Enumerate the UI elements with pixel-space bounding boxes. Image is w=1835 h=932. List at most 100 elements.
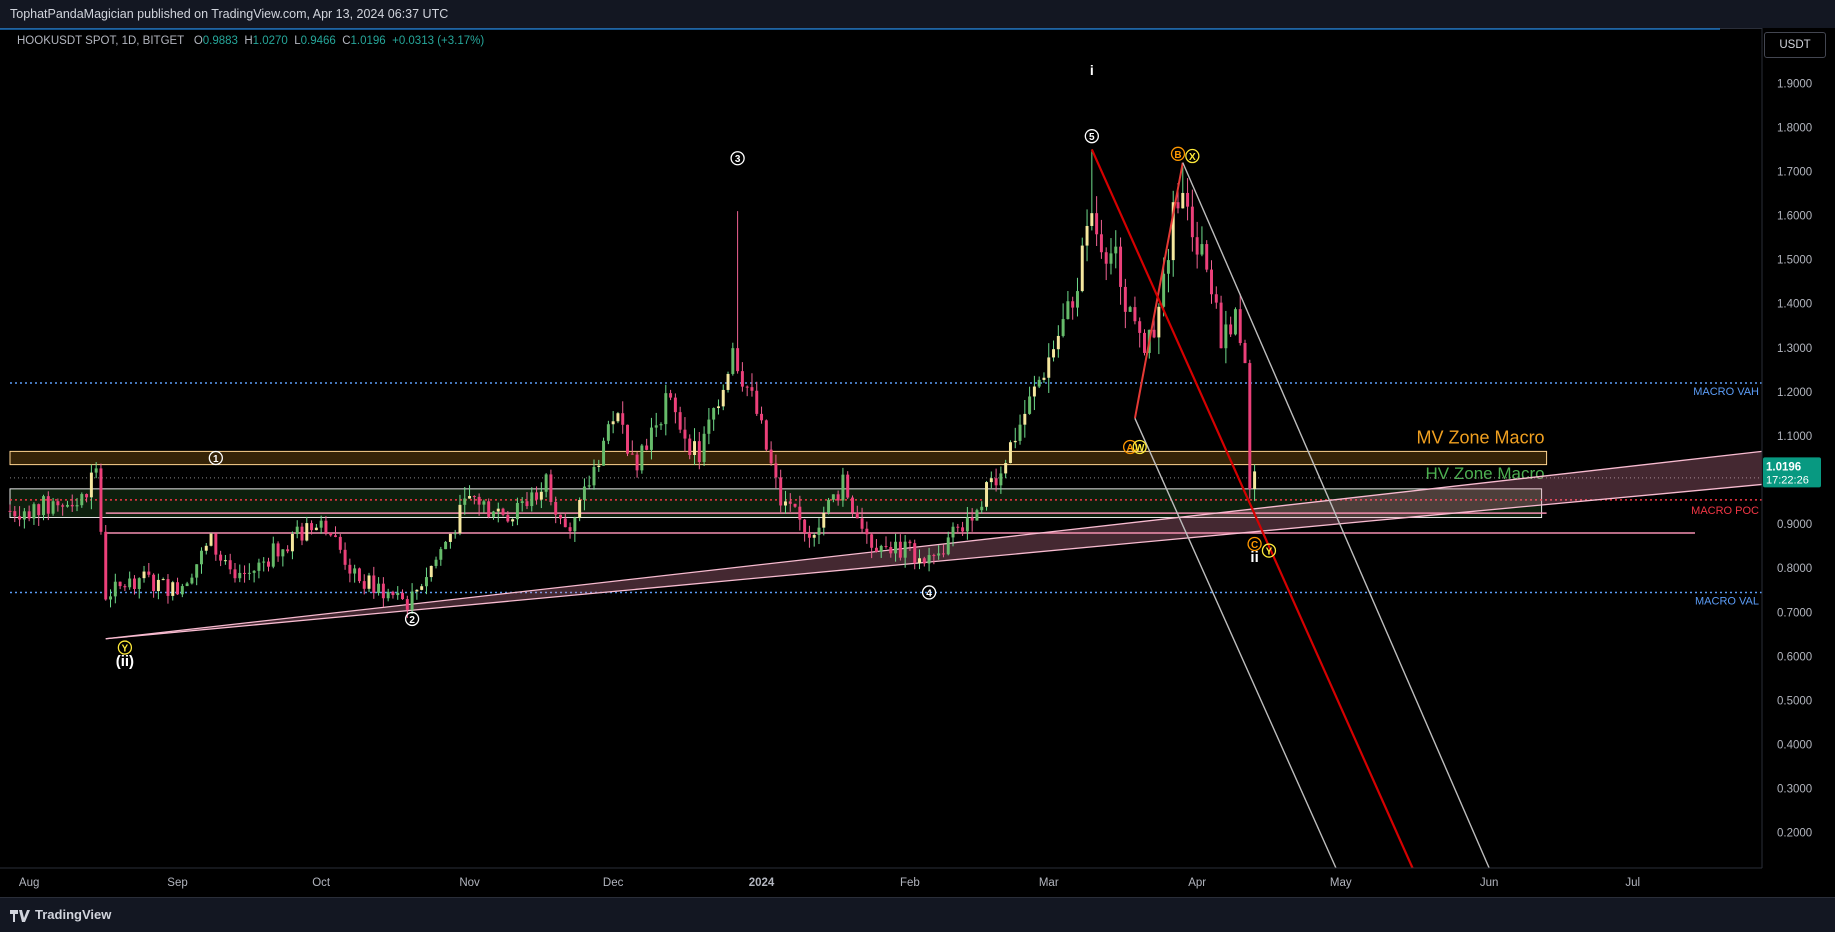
candle-body [1056, 335, 1060, 350]
candle-body [1013, 440, 1017, 443]
candle-body [1085, 225, 1089, 246]
candle-body [243, 572, 247, 574]
candle-body [314, 527, 318, 531]
candle-body [80, 494, 84, 506]
symbol-legend[interactable]: HOOKUSDT SPOT, 1D, BITGET O0.9883 H1.027… [17, 35, 484, 47]
tradingview-logo-icon [10, 909, 30, 922]
candle-body [420, 586, 424, 590]
candle-body [334, 535, 337, 537]
candle-body [391, 591, 395, 596]
candle-body [783, 501, 787, 506]
wave-label-ring [1261, 543, 1277, 558]
candle-body [286, 549, 290, 552]
candle-body [664, 393, 668, 425]
symbol-name[interactable]: HOOKUSDT SPOT, 1D, BITGET [17, 35, 185, 47]
candle-body [319, 520, 323, 528]
candle-body [415, 589, 419, 592]
candle-body [1032, 386, 1036, 397]
candle-body [975, 510, 979, 521]
wave-label-ring [1170, 146, 1186, 161]
candle-body [1075, 291, 1079, 308]
candle-body [659, 424, 663, 426]
candle-body [137, 578, 141, 589]
candle-body [688, 438, 692, 455]
candle-body [807, 532, 811, 538]
time-tick-label: Apr [1188, 877, 1206, 889]
candle-body [156, 579, 160, 592]
candle-body [649, 427, 653, 450]
channel-upper-line [1182, 162, 1490, 869]
open-value: 0.9883 [202, 35, 238, 47]
price-badge-value: 1.0196 [1766, 461, 1801, 473]
candle-body [142, 571, 146, 579]
candle-body [1205, 244, 1209, 270]
candle-body [568, 527, 572, 532]
candle-body [683, 429, 687, 439]
price-tick-label: 1.5000 [1777, 255, 1812, 267]
wave-label-ring [1185, 148, 1200, 164]
price-badge [1763, 457, 1821, 488]
candle-body [405, 599, 409, 610]
candle-body [94, 468, 98, 473]
candle-body [640, 445, 644, 471]
candle-body [673, 397, 677, 413]
candle-body [448, 533, 452, 542]
candle-body [1061, 319, 1065, 336]
time-tick-label: Nov [459, 877, 480, 889]
candle-body [51, 501, 55, 514]
candle-body [223, 560, 227, 562]
candle-body [592, 466, 596, 486]
price-tick-label: 1.7000 [1777, 166, 1812, 178]
candle-body [310, 523, 314, 531]
macro-level-label: MACRO VAH [1693, 386, 1759, 398]
candle-body [697, 441, 701, 463]
candle-body [496, 508, 500, 512]
candle-body [377, 583, 381, 594]
candle-body [515, 502, 519, 520]
candle-body [1004, 463, 1008, 474]
candle-body [439, 549, 443, 560]
wave-label: 1 [213, 454, 219, 465]
candle-body [669, 393, 673, 398]
candle-body [884, 545, 888, 548]
candle-body [27, 511, 31, 519]
candle-body [1047, 357, 1051, 378]
candle-body [401, 592, 405, 600]
candle-body [946, 537, 950, 555]
candle-body [1181, 192, 1185, 209]
wave-label: A [1127, 443, 1134, 454]
candle-body [563, 518, 567, 528]
candle-body [544, 474, 548, 492]
candle-body [702, 433, 706, 463]
candle-body [56, 501, 60, 506]
candle-body [855, 512, 859, 519]
candle-body [372, 575, 376, 594]
candle-body [1176, 202, 1180, 209]
candle-body [295, 526, 299, 534]
candle-body [956, 526, 960, 528]
tradingview-brand[interactable]: TradingView [10, 907, 111, 922]
candle-body [520, 501, 524, 503]
candle-body [740, 371, 744, 387]
candle-body [1119, 246, 1123, 287]
currency-button[interactable]: USDT [1764, 32, 1826, 58]
candle-body [606, 424, 610, 441]
candle-body [918, 558, 921, 564]
candle-body [247, 572, 251, 574]
candle-body [70, 504, 74, 507]
candle-body [965, 517, 969, 532]
candle-body [185, 583, 189, 587]
candle-body [46, 496, 50, 514]
price-tick-label: 0.3000 [1777, 784, 1812, 796]
candle-body [482, 501, 486, 505]
chart-area[interactable]: MV Zone Macro HV Zone Macro MACRO VAH MACR… [0, 28, 1835, 896]
candle-body [1028, 396, 1032, 414]
candle-body [951, 526, 955, 538]
candle-body [1104, 252, 1108, 264]
wave-label: 4 [926, 588, 932, 599]
candle-body [113, 581, 117, 597]
candle-body [343, 549, 347, 565]
time-tick-label: 2024 [749, 877, 775, 889]
candle-body [731, 348, 735, 374]
